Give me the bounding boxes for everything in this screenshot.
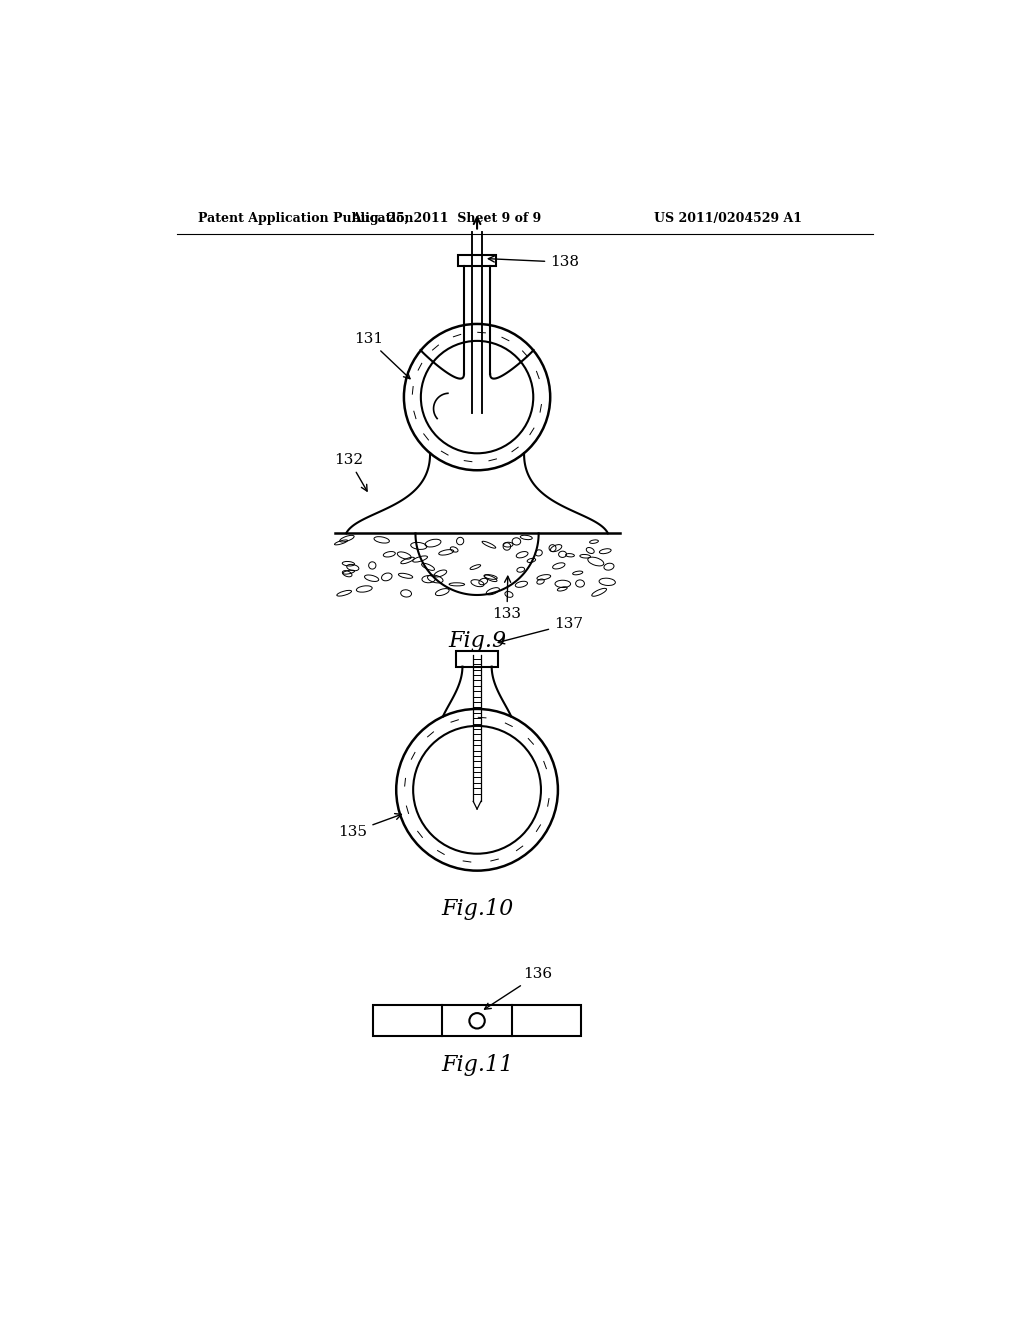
Text: Fig.10: Fig.10 — [441, 898, 513, 920]
Text: 133: 133 — [493, 577, 521, 622]
Bar — [456, 651, 499, 667]
Bar — [373, 1006, 581, 1036]
Text: Fig.9: Fig.9 — [447, 630, 506, 652]
Text: 135: 135 — [339, 813, 401, 840]
Text: 132: 132 — [335, 453, 367, 491]
Text: Fig.11: Fig.11 — [441, 1055, 513, 1077]
Text: Patent Application Publication: Patent Application Publication — [199, 213, 414, 224]
Bar — [458, 255, 497, 267]
Text: Aug. 25, 2011  Sheet 9 of 9: Aug. 25, 2011 Sheet 9 of 9 — [351, 213, 542, 224]
Text: 137: 137 — [499, 618, 583, 644]
Text: 136: 136 — [484, 968, 552, 1010]
Text: 131: 131 — [354, 333, 410, 379]
Text: US 2011/0204529 A1: US 2011/0204529 A1 — [654, 213, 802, 224]
Text: 138: 138 — [488, 255, 580, 269]
